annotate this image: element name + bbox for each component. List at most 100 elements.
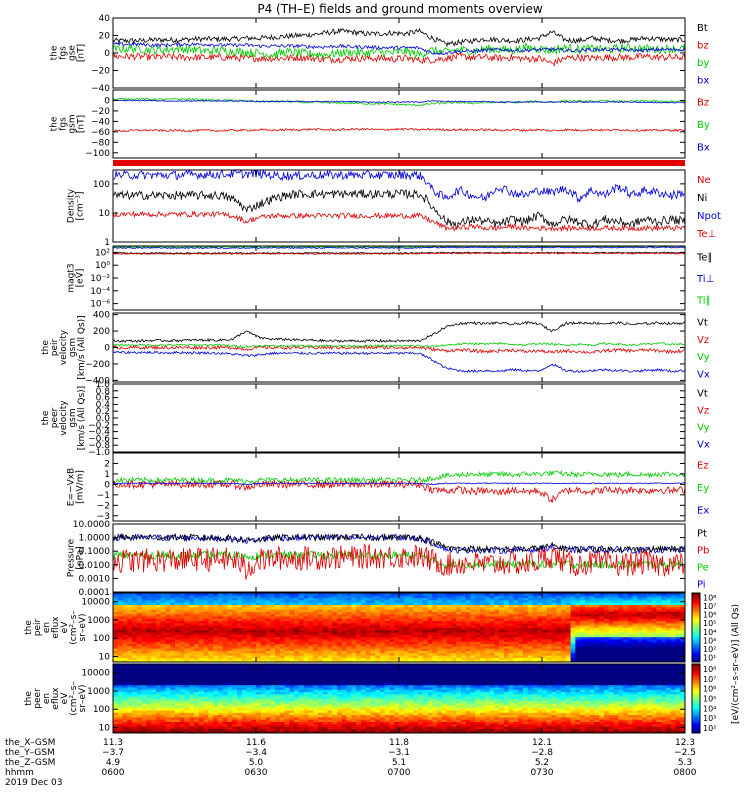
spectrogram-cell [422, 599, 429, 603]
spectrogram-cell [460, 634, 467, 638]
spectrogram-cell [117, 613, 124, 617]
spectrogram-cell [408, 627, 414, 631]
spectrogram-cell [456, 655, 462, 658]
spectrogram-cell [155, 677, 162, 681]
spectrogram-cell [613, 593, 619, 596]
spectrogram-cell [246, 668, 252, 672]
spectrogram-cell [146, 618, 152, 622]
spectrogram-cell [189, 728, 195, 732]
spectrogram-cell [346, 618, 352, 622]
spectrogram-cell [246, 616, 252, 619]
spectrogram-cell [389, 648, 395, 651]
spectrogram-cell [346, 641, 352, 645]
spectrogram-cell [184, 641, 190, 645]
spectrogram-cell [184, 648, 190, 651]
spectrogram-cell [203, 700, 209, 704]
spectrogram-cell [213, 599, 219, 603]
spectrogram-cell [446, 639, 452, 642]
spectrogram-cell [637, 641, 643, 645]
spectrogram-cell [542, 604, 548, 608]
spectrogram-cell [327, 613, 333, 617]
spectrogram-cell [308, 659, 314, 663]
spectrogram-cell [241, 673, 247, 676]
spectrogram-cell [241, 712, 247, 716]
spectrogram-cell [508, 643, 514, 647]
spectrogram-cell [680, 645, 686, 649]
spectrogram-cell [170, 680, 176, 683]
spectrogram-cell [284, 609, 290, 612]
spectrogram-cell [499, 622, 505, 626]
spectrogram-cell [151, 602, 157, 605]
spectrogram-cell [422, 641, 429, 645]
spectrogram-cell [251, 675, 257, 679]
spectrogram-cell [127, 666, 133, 670]
spectrogram-cell [551, 659, 557, 663]
spectrogram-cell [503, 599, 510, 603]
spectrogram-cell [670, 597, 676, 601]
spectrogram-cell [251, 636, 257, 640]
spectrogram-cell [246, 593, 252, 596]
spectrogram-cell [546, 659, 553, 663]
spectrogram-cell [379, 643, 386, 647]
spectrogram-cell [508, 616, 514, 619]
spectrogram-cell [260, 641, 267, 645]
spectrogram-cell [499, 593, 505, 596]
spectrogram-cell [603, 639, 610, 642]
spectrogram-cell [584, 657, 591, 661]
spectrogram-cell [341, 636, 348, 640]
spectrogram-cell [260, 687, 267, 690]
spectrogram-cell [241, 659, 247, 663]
spectrogram-cell [680, 622, 686, 626]
spectrogram-cell [370, 604, 376, 608]
spectrogram-cell [518, 622, 524, 626]
spectrogram-cell [456, 595, 462, 599]
series-line-Te⊥ [113, 252, 685, 255]
spectrogram-cell [179, 682, 185, 686]
spectrogram-cell [217, 593, 224, 596]
spectrogram-cell [422, 622, 429, 626]
spectrogram-cell [565, 593, 572, 596]
spectrogram-cell [580, 597, 586, 601]
spectrogram-cell [580, 636, 586, 640]
spectrogram-cell [194, 632, 200, 635]
spectrogram-cell [179, 721, 185, 725]
spectrogram-cell [480, 604, 486, 608]
spectrogram-cell [413, 597, 419, 601]
spectrogram-cell [532, 616, 538, 619]
spectrogram-cell [227, 645, 233, 649]
spectrogram-cell [408, 652, 414, 656]
spectrogram-cell [623, 657, 629, 661]
spectrogram-cell [484, 602, 491, 605]
spectrogram-cell [594, 645, 600, 649]
spectrogram-cell [327, 650, 333, 654]
spectrogram-cell [132, 707, 138, 711]
spectrogram-cell [303, 625, 309, 628]
spectrogram-cell [122, 652, 128, 656]
spectrogram-cell [565, 643, 572, 647]
spectrogram-cell [451, 625, 457, 628]
spectrogram-cell [651, 652, 657, 656]
spectrogram-cell [356, 611, 362, 615]
spectrogram-cell [151, 721, 157, 725]
spectrogram-cell [527, 620, 533, 624]
spectrogram-cell [613, 602, 619, 605]
spectrogram-cell [251, 641, 257, 645]
spectrogram-cell [246, 659, 252, 663]
spectrogram-cell [308, 650, 314, 654]
spectrogram-cell [542, 641, 548, 645]
spectrogram-cell [313, 622, 319, 626]
spectrogram-cell [160, 636, 166, 640]
spectrogram-cell [570, 593, 576, 596]
spectrogram-cell [146, 657, 152, 661]
spectrogram-cell [155, 703, 162, 706]
spectrogram-cell [313, 632, 319, 635]
spectrogram-cell [542, 652, 548, 656]
spectrogram-cell [260, 645, 267, 649]
spectrogram-cell [251, 707, 257, 711]
spectrogram-cell [394, 636, 400, 640]
spectrogram-cell [532, 609, 538, 612]
spectrogram-cell [265, 597, 271, 601]
spectrogram-cell [203, 721, 209, 725]
spectrogram-cell [470, 629, 476, 633]
spectrogram-cell [155, 625, 162, 628]
